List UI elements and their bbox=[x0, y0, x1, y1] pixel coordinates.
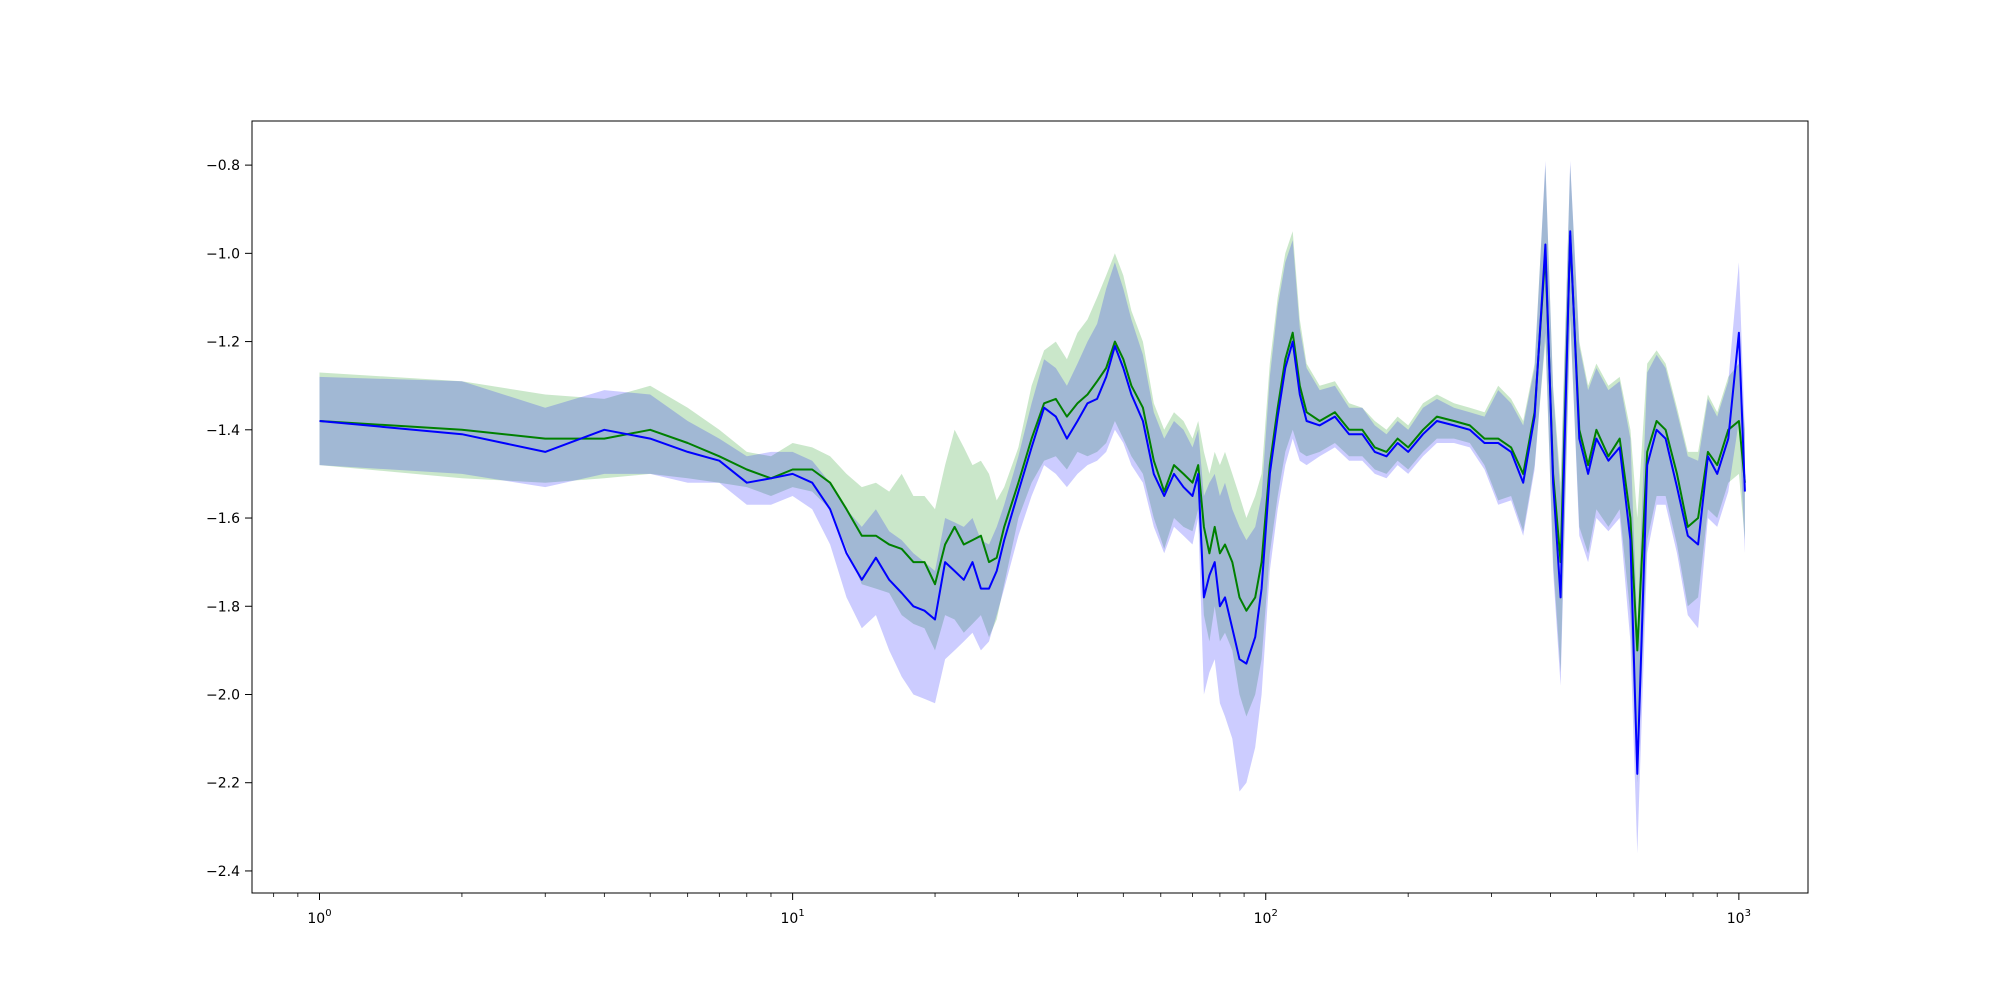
y-tick-label: −0.8 bbox=[206, 158, 240, 174]
y-tick-label: −1.0 bbox=[206, 246, 240, 262]
series-1-line bbox=[319, 234, 1746, 652]
y-tick-label: −1.8 bbox=[206, 599, 240, 615]
x-tick-label: 102 bbox=[1254, 908, 1278, 927]
y-tick-label: −2.2 bbox=[206, 776, 240, 792]
y-axis: −0.8 −1.0 −1.2 −1.4 −1.6 −1.8 −2.0 −2.2 −2.4 bbox=[206, 158, 252, 880]
confidence-bands bbox=[319, 160, 1745, 854]
y-tick-label: −2.0 bbox=[206, 687, 240, 703]
y-tick-label: −1.2 bbox=[206, 335, 240, 351]
series-1-band bbox=[319, 165, 1745, 783]
y-tick-label: −2.4 bbox=[206, 864, 240, 880]
y-tick-label: −1.4 bbox=[206, 423, 240, 439]
x-tick-label: 103 bbox=[1727, 908, 1751, 927]
plot-area-frame bbox=[251, 120, 1809, 894]
x-axis: 100 101 102 103 bbox=[273, 893, 1751, 927]
series-2-band bbox=[319, 160, 1745, 854]
series-lines bbox=[319, 230, 1746, 775]
series-2-line bbox=[319, 230, 1746, 775]
x-tick-label: 100 bbox=[307, 908, 331, 927]
x-tick-label: 101 bbox=[781, 908, 805, 927]
y-tick-label: −1.6 bbox=[206, 511, 240, 527]
